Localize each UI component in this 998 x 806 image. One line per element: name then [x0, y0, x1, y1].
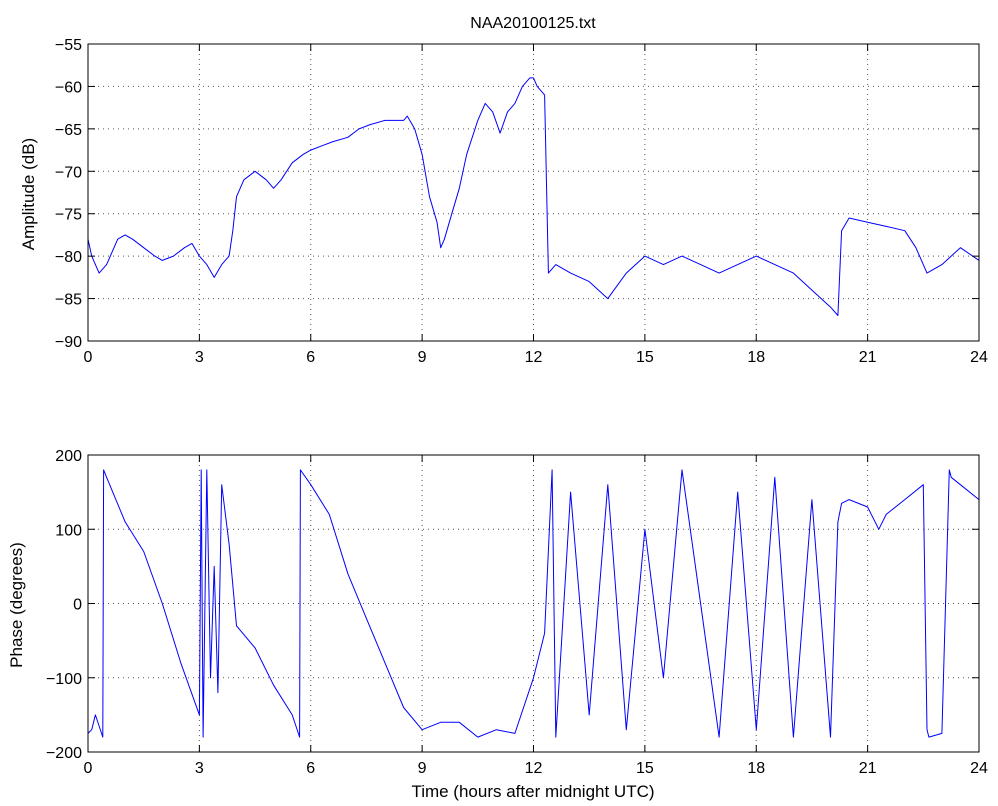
amplitude-y-tick-label: −70 — [55, 164, 82, 181]
amplitude-y-tick-label: −65 — [55, 122, 82, 139]
time-x-axis-label: Time (hours after midnight UTC) — [411, 782, 654, 801]
phase-x-tick-label: 6 — [306, 760, 315, 777]
amplitude-panel: NAA20100125.txt Amplitude (dB) 0 3 6 9 12 15 1… — [19, 15, 988, 366]
amplitude-y-tick-label: −75 — [55, 207, 82, 224]
amplitude-x-tick-label: 0 — [84, 349, 93, 366]
phase-x-tick-label: 12 — [525, 760, 543, 777]
amplitude-ticks: 0 3 6 9 12 15 18 21 24 −90 −85 −80 −75 −70 −65 −60 −55 — [55, 37, 988, 366]
amplitude-y-tick-label: −90 — [55, 334, 82, 351]
amplitude-grid — [88, 44, 979, 341]
amplitude-trace-group — [87, 77, 980, 316]
phase-y-tick-label: −100 — [46, 671, 82, 688]
phase-series-line — [87, 469, 980, 738]
phase-y-axis-label: Phase (degrees) — [7, 542, 26, 668]
phase-x-tick-label: 18 — [747, 760, 765, 777]
phase-panel: Phase (degrees) Time (hours after midnig… — [7, 448, 988, 801]
amplitude-x-tick-label: 3 — [195, 349, 204, 366]
amplitude-y-tick-label: −80 — [55, 249, 82, 266]
phase-x-tick-label: 9 — [418, 760, 427, 777]
amplitude-y-axis-label: Amplitude (dB) — [19, 138, 38, 250]
phase-y-tick-label: −200 — [46, 745, 82, 762]
amplitude-x-tick-label: 6 — [306, 349, 315, 366]
phase-y-tick-label: 0 — [73, 597, 82, 614]
phase-x-tick-label: 15 — [636, 760, 654, 777]
phase-y-tick-label: 100 — [55, 522, 82, 539]
chart-title: NAA20100125.txt — [470, 15, 596, 32]
amplitude-x-tick-label: 9 — [418, 349, 427, 366]
phase-x-tick-label: 0 — [84, 760, 93, 777]
phase-x-tick-label: 3 — [195, 760, 204, 777]
amplitude-x-tick-label: 21 — [859, 349, 877, 366]
amplitude-y-tick-label: −85 — [55, 292, 82, 309]
phase-ticks: 0 3 6 9 12 15 18 21 24 −200 −100 0 100 200 — [46, 448, 988, 777]
amplitude-x-tick-label: 18 — [747, 349, 765, 366]
phase-x-tick-label: 21 — [859, 760, 877, 777]
phase-x-tick-label: 24 — [970, 760, 988, 777]
amplitude-x-tick-label: 12 — [525, 349, 543, 366]
phase-trace-group — [87, 469, 980, 738]
amplitude-series-line — [87, 77, 980, 316]
phase-y-tick-label: 200 — [55, 448, 82, 465]
amplitude-x-tick-label: 15 — [636, 349, 654, 366]
amplitude-y-tick-label: −55 — [55, 37, 82, 54]
amplitude-y-tick-label: −60 — [55, 79, 82, 96]
amplitude-x-tick-label: 24 — [970, 349, 988, 366]
